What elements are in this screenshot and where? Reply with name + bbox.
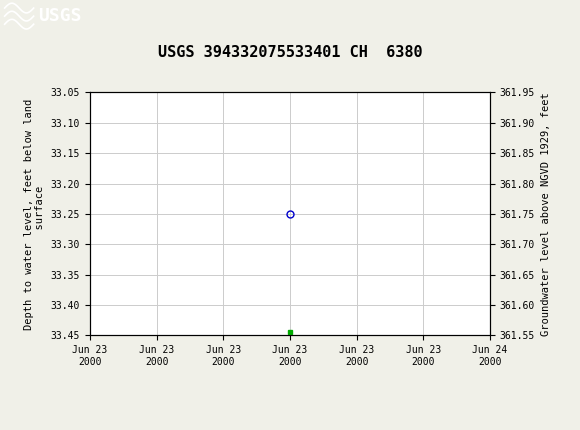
Text: USGS 394332075533401 CH  6380: USGS 394332075533401 CH 6380: [158, 45, 422, 60]
Text: USGS: USGS: [38, 7, 81, 25]
Y-axis label: Groundwater level above NGVD 1929, feet: Groundwater level above NGVD 1929, feet: [541, 92, 550, 336]
Y-axis label: Depth to water level, feet below land
  surface: Depth to water level, feet below land su…: [24, 98, 45, 329]
